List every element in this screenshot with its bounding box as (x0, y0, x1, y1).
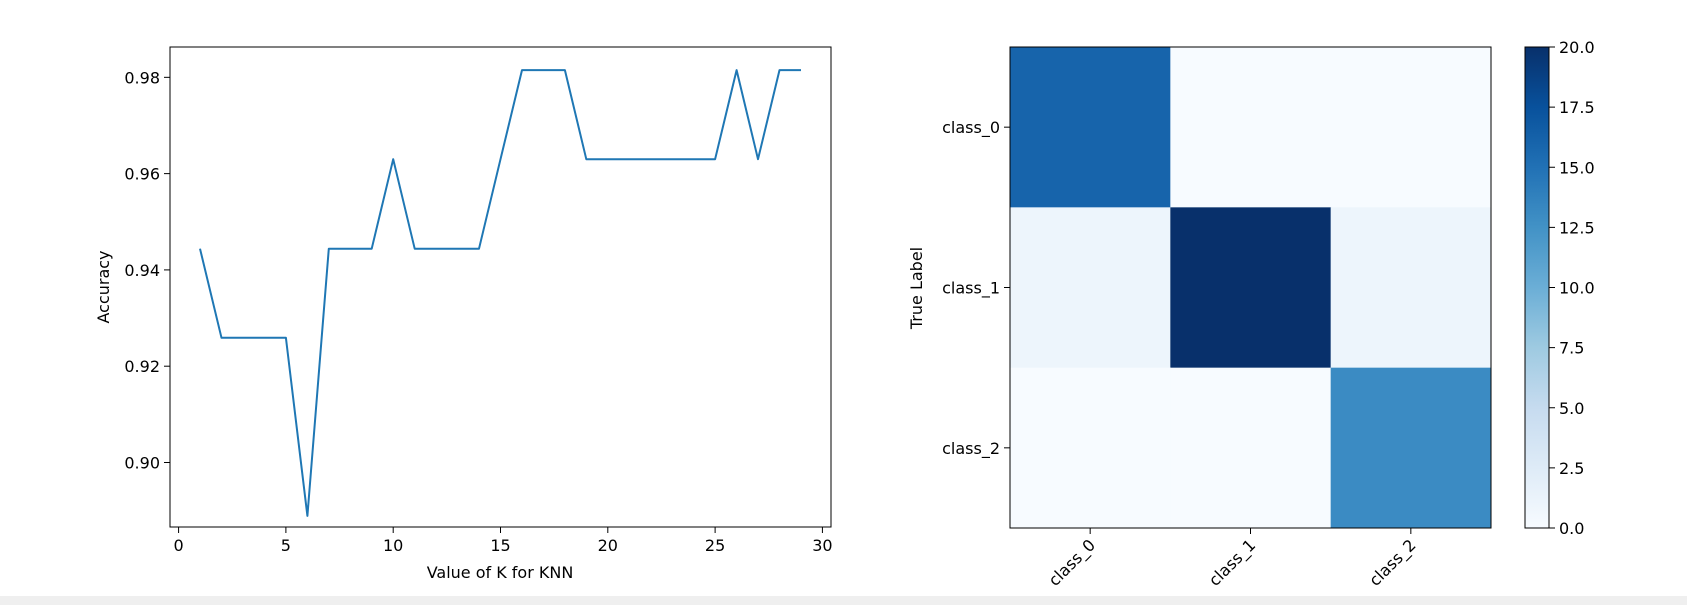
heatmap-cell (1330, 367, 1492, 529)
accuracy-line-chart: 0 5 10 15 20 25 30 0.90 0.92 0.94 0.96 0.98 Value … (94, 46, 833, 582)
line-y-tick-label: 0.96 (124, 165, 160, 184)
line-x-tick-label: 15 (490, 536, 510, 555)
heatmap-cell (1010, 367, 1171, 529)
heatmap-cell (1330, 47, 1492, 208)
heatmap-row-label: class_1 (942, 279, 1000, 299)
colorbar-tick-label: 5.0 (1559, 399, 1584, 418)
colorbar-tick-label: 0.0 (1559, 519, 1584, 538)
line-x-tick-label: 10 (383, 536, 403, 555)
line-x-tick-label: 25 (705, 536, 725, 555)
heatmap-y-axis-label: True Label (907, 247, 926, 330)
line-y-tick-label: 0.90 (124, 453, 160, 472)
heatmap-col-label: class_2 (1365, 535, 1420, 590)
heatmap-col-label: class_0 (1045, 535, 1100, 590)
line-x-axis-label: Value of K for KNN (427, 563, 574, 582)
line-y-tick-label: 0.92 (124, 357, 160, 376)
colorbar-gradient (1525, 47, 1549, 528)
heatmap-cell (1170, 207, 1332, 369)
colorbar-tick-label: 7.5 (1559, 339, 1584, 358)
bottom-scroll-strip (0, 596, 1687, 605)
line-x-tick-label: 0 (173, 536, 183, 555)
heatmap-cell (1170, 367, 1332, 529)
heatmap-cell (1010, 207, 1171, 369)
line-x-tick-label: 30 (812, 536, 832, 555)
heatmap-col-label: class_1 (1205, 535, 1260, 590)
line-y-tick-label: 0.94 (124, 261, 160, 280)
colorbar-tick-label: 2.5 (1559, 459, 1584, 478)
colorbar-tick-label: 15.0 (1559, 158, 1595, 177)
line-y-tick-label: 0.98 (124, 68, 160, 87)
heatmap-row-label: class_2 (942, 439, 1000, 459)
colorbar-tick-label: 17.5 (1559, 98, 1595, 117)
heatmap-cell (1330, 207, 1492, 369)
colorbar-tick-label: 12.5 (1559, 218, 1595, 237)
colorbar-tick-label: 20.0 (1559, 38, 1595, 57)
line-y-axis-label: Accuracy (94, 250, 113, 323)
accuracy-series-line (199, 69, 801, 517)
heatmap-cell (1170, 47, 1332, 208)
heatmap-row-label: class_0 (942, 118, 1000, 138)
line-plot-frame (169, 46, 832, 528)
line-x-tick-label: 20 (598, 536, 618, 555)
line-x-tick-label: 5 (281, 536, 291, 555)
colorbar-tick-label: 10.0 (1559, 279, 1595, 298)
heatmap-cell (1010, 47, 1171, 208)
